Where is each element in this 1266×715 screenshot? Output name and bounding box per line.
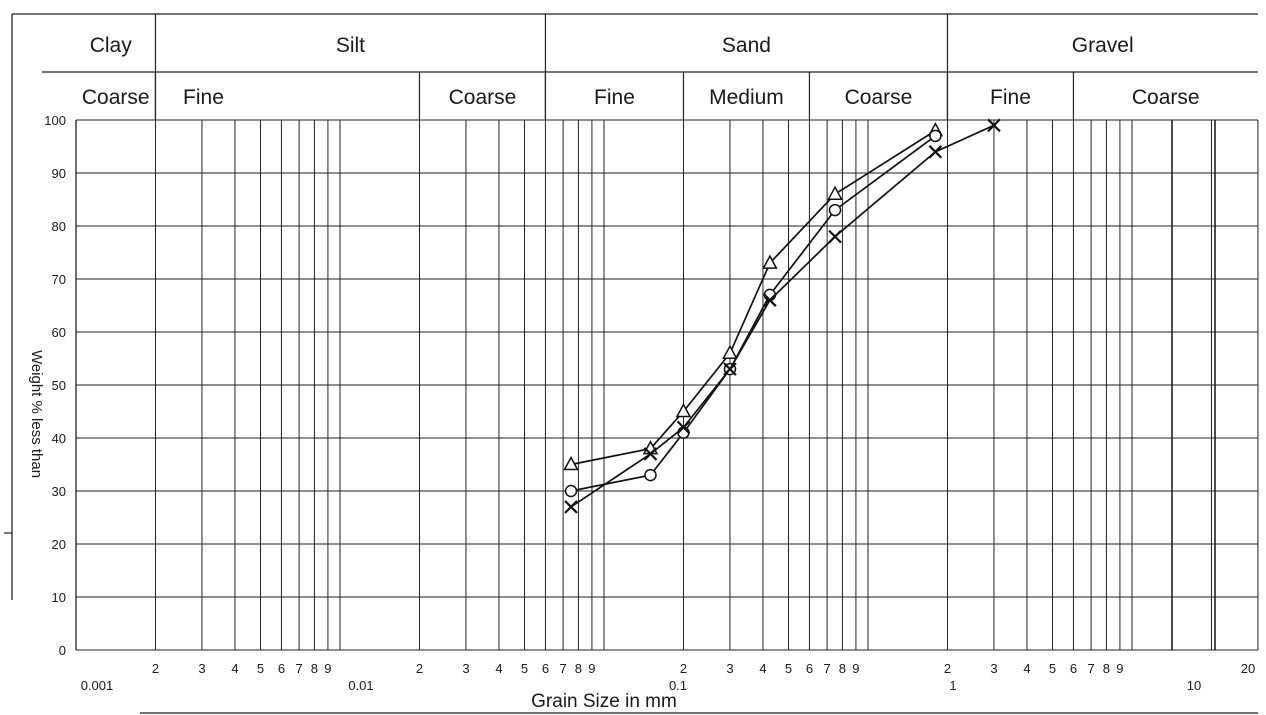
triangle-marker (563, 455, 579, 471)
triangle-marker (675, 402, 692, 418)
header-sub-medium: Medium (709, 86, 784, 109)
x-tick-label: 5 (1049, 661, 1056, 676)
y-tick-label: 100 (44, 113, 66, 128)
x-tick-label: 3 (198, 661, 205, 676)
x-tick-label: 7 (559, 661, 566, 676)
header-main-silt: Silt (336, 34, 365, 57)
header-main-gravel: Gravel (1072, 34, 1134, 57)
cross-marker (987, 118, 1001, 133)
series-cross-line (570, 124, 995, 508)
cross-marker (676, 420, 691, 435)
y-tick-label: 40 (52, 431, 66, 446)
x-tick-label: 8 (1103, 661, 1110, 676)
circle-marker (644, 468, 657, 482)
y-axis-label: Weight % less than (28, 350, 45, 478)
cross-marker (828, 229, 842, 244)
x-tick-label: 10 (1187, 678, 1201, 693)
x-tick-label: 0.1 (669, 678, 687, 693)
x-tick-label: 3 (990, 661, 997, 676)
header-sub-fine: Fine (183, 86, 224, 109)
triangle-marker (762, 254, 778, 269)
x-tick-label: 4 (1023, 661, 1030, 676)
y-tick-label: 30 (52, 484, 66, 499)
x-tick-label: 7 (823, 661, 830, 676)
y-tick-label: 20 (52, 537, 66, 552)
x-tick-label: 0.01 (348, 678, 373, 693)
x-tick-label: 9 (588, 661, 595, 676)
y-tick-label: 70 (52, 272, 66, 287)
chart-frame (4, 13, 1258, 714)
x-tick-label: 4 (759, 661, 766, 676)
y-tick-label: 80 (52, 219, 66, 234)
x-tick-label: 9 (1116, 661, 1123, 676)
y-tick-label: 0 (59, 643, 66, 658)
x-tick-label: 6 (542, 661, 549, 676)
x-tick-label: 9 (852, 661, 859, 676)
x-tick-label: 2 (680, 661, 687, 676)
data-series (563, 118, 1001, 514)
y-tick-label: 90 (52, 166, 66, 181)
x-tick-label: 4 (231, 661, 238, 676)
cross-marker (643, 447, 658, 461)
header-sub-coarse: Coarse (82, 86, 150, 109)
cross-marker (928, 145, 943, 159)
circle-marker (564, 484, 578, 498)
plot-grid (75, 119, 1259, 651)
header-main-sand: Sand (722, 34, 771, 57)
x-tick-label: 4 (495, 661, 502, 676)
header-sub-fine: Fine (594, 86, 635, 109)
triangle-marker (827, 185, 843, 200)
x-tick-label: 2 (152, 661, 159, 676)
x-tick-label: 2 (416, 661, 423, 676)
x-tick-label: 6 (806, 661, 813, 676)
x-tick-label: 8 (839, 661, 846, 676)
cross-marker (723, 362, 737, 376)
soil-classification-header: Clay Silt Sand Gravel Coarse Fine Coarse Fine Me… (42, 14, 1258, 120)
cross-marker (564, 500, 578, 514)
x-tick-label: 7 (295, 661, 302, 676)
y-axis-ticks: 0 10 20 30 40 50 60 70 80 90 100 (44, 113, 66, 658)
circle-marker (828, 203, 842, 217)
x-tick-label: 8 (311, 661, 318, 676)
header-main-clay: Clay (90, 34, 133, 57)
header-sub-coarse: Coarse (449, 86, 517, 109)
x-tick-label: 5 (257, 661, 264, 676)
x-tick-label: 3 (726, 661, 733, 676)
x-tick-label: 0.001 (81, 678, 114, 693)
x-tick-label: 2 (944, 661, 951, 676)
x-axis-label: Grain Size in mm (531, 691, 677, 712)
y-tick-label: 10 (52, 590, 66, 605)
cross-marker (763, 293, 777, 307)
x-tick-label: 7 (1087, 661, 1094, 676)
circle-marker (929, 129, 942, 143)
series-triangle-line (570, 129, 936, 466)
x-tick-label: 8 (575, 661, 582, 676)
triangle-marker (722, 344, 738, 359)
x-tick-label: 9 (324, 661, 331, 676)
x-tick-label: 1 (949, 678, 956, 693)
y-tick-label: 50 (52, 378, 66, 393)
header-sub-coarse: Coarse (1132, 86, 1200, 109)
x-tick-label: 6 (1070, 661, 1077, 676)
x-tick-label: 6 (278, 661, 285, 676)
x-tick-label: 5 (521, 661, 528, 676)
header-sub-coarse: Coarse (845, 86, 913, 109)
x-tick-label: 5 (785, 661, 792, 676)
x-tick-label: 20 (1241, 661, 1255, 676)
y-tick-label: 60 (52, 325, 66, 340)
header-sub-fine: Fine (990, 86, 1031, 109)
x-tick-label: 3 (462, 661, 469, 676)
